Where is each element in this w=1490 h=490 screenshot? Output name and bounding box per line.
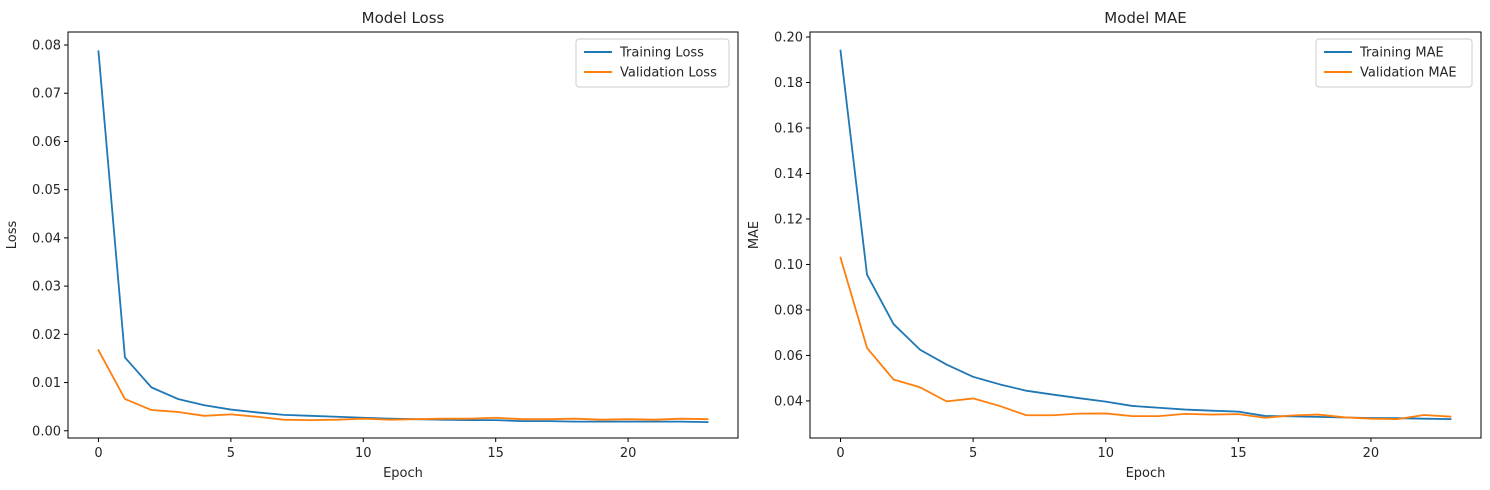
mae-legend-box (1315, 38, 1473, 88)
mae-legend-label-validation: Validation MAE (1360, 66, 1457, 81)
loss-x-tick-label: 10 (355, 446, 372, 461)
loss-legend-label-validation: Validation Loss (620, 66, 717, 81)
loss-y-tick-label: 0.02 (32, 328, 61, 343)
mae-chart-xlabel: Epoch (1126, 466, 1166, 481)
mae-chart: Model MAE Epoch MAE 0 5 10 15 20 0.040.060.0… (747, 9, 1482, 481)
loss-chart-ylabel: Loss (5, 221, 20, 250)
loss-series-line-validation-loss (97, 349, 709, 422)
loss-chart-y-ticks: 0.00 0.01 0.02 0.03 0.04 0.05 0.06 0.07 0.08 (32, 39, 68, 439)
mae-y-tick-label: 0.20 (774, 31, 803, 46)
loss-chart-legend: Training Loss Validation Loss (575, 38, 730, 88)
mae-y-tick-label: 0.06 (774, 349, 803, 364)
loss-legend-label-training: Training Loss (619, 46, 704, 61)
loss-y-tick-label: 0.05 (32, 183, 61, 198)
mae-chart-x-ticks: 0 5 10 15 20 (836, 438, 1379, 461)
loss-y-tick-label: 0.03 (32, 280, 61, 295)
mae-y-tick-label: 0.18 (774, 76, 803, 91)
loss-y-tick-label: 0.04 (32, 231, 61, 246)
mae-y-tick-label: 0.10 (774, 258, 803, 273)
loss-chart-frame (67, 31, 739, 439)
mae-x-tick-label: 5 (969, 446, 977, 461)
loss-y-tick-label: 0.07 (32, 87, 61, 102)
mae-x-tick-label: 10 (1097, 446, 1114, 461)
loss-chart-lines (97, 50, 709, 424)
loss-y-tick-label: 0.01 (32, 376, 61, 391)
mae-x-tick-label: 20 (1363, 446, 1380, 461)
mae-chart-lines (839, 49, 1452, 421)
loss-chart-x-ticks: 0 5 10 15 20 (94, 438, 636, 461)
loss-chart-title: Model Loss (362, 9, 445, 27)
loss-x-tick-label: 0 (94, 446, 102, 461)
loss-x-tick-label: 20 (620, 446, 637, 461)
mae-x-tick-label: 0 (836, 446, 844, 461)
loss-x-tick-label: 15 (487, 446, 504, 461)
mae-y-tick-label: 0.14 (774, 167, 803, 182)
loss-y-tick-label: 0.06 (32, 135, 61, 150)
mae-chart-legend: Training MAE Validation MAE (1315, 38, 1473, 88)
mae-y-tick-label: 0.04 (774, 394, 803, 409)
loss-x-tick-label: 5 (227, 446, 235, 461)
mae-y-tick-label: 0.08 (774, 303, 803, 318)
mae-series-line-validation-mae (839, 256, 1452, 421)
mae-chart-y-ticks: 0.04 0.06 0.08 0.10 0.12 0.14 0.16 0.18 0.20 (774, 31, 810, 409)
mae-x-tick-label: 15 (1230, 446, 1247, 461)
loss-chart: Model Loss Epoch Loss 0 5 10 15 20 0.000.010… (5, 9, 739, 481)
mae-y-tick-label: 0.16 (774, 121, 803, 136)
mae-legend-label-training: Training MAE (1359, 46, 1444, 61)
loss-chart-xlabel: Epoch (383, 466, 423, 481)
loss-y-tick-label: 0.08 (32, 39, 61, 54)
mae-chart-frame (809, 31, 1482, 439)
loss-y-tick-label: 0.00 (32, 424, 61, 439)
mae-y-tick-label: 0.12 (774, 212, 803, 227)
mae-chart-title: Model MAE (1104, 9, 1187, 27)
mae-chart-ylabel: MAE (747, 221, 762, 249)
loss-legend-box (575, 38, 730, 88)
